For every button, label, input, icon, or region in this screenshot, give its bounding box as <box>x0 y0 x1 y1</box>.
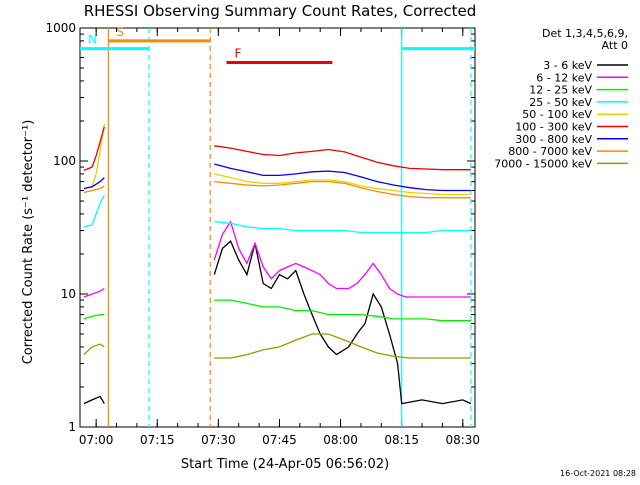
y-tick-label: 10 <box>61 287 76 301</box>
series-line <box>83 313 105 320</box>
legend-entry-label: 300 - 800 keV <box>515 133 592 146</box>
series-line <box>83 185 105 194</box>
series-line <box>214 173 471 196</box>
legend-entry-label: 7000 - 15000 keV <box>494 157 592 170</box>
x-tick-label: 07:15 <box>140 433 175 447</box>
series-line <box>214 180 471 199</box>
flag-label: F <box>235 47 242 61</box>
plot-frame <box>79 27 476 428</box>
series-line <box>83 126 105 172</box>
y-axis-label: Corrected Count Rate (s⁻¹ detector⁻¹) <box>21 120 36 365</box>
legend-entry-label: 3 - 6 keV <box>543 59 592 72</box>
legend-entry-label: 100 - 300 keV <box>515 121 592 134</box>
y-tick-label: 100 <box>53 154 76 168</box>
x-tick-label: 08:15 <box>384 433 419 447</box>
x-tick-label: 08:30 <box>445 433 480 447</box>
chart-title: RHESSI Observing Summary Count Rates, Co… <box>84 2 477 20</box>
legend-header-line-1: Det 1,3,4,5,6,9, <box>542 27 628 40</box>
series-line <box>214 220 471 234</box>
x-tick-label: 07:45 <box>262 433 297 447</box>
series-line <box>214 333 471 359</box>
y-tick-label: 1 <box>68 420 76 434</box>
x-axis-label: Start Time (24-Apr-05 06:56:02) <box>181 457 389 472</box>
series-line <box>214 299 471 322</box>
series-line <box>83 177 105 190</box>
legend-header-line-2: Att 0 <box>602 39 628 52</box>
series-line <box>83 343 105 356</box>
series-line <box>213 240 472 405</box>
legend-entry-label: 6 - 12 keV <box>536 71 592 84</box>
x-tick-label: 07:30 <box>201 433 236 447</box>
series-line <box>83 195 105 228</box>
legend-entry-label: 800 - 7000 keV <box>508 145 592 158</box>
series-line <box>83 395 105 405</box>
series-line <box>214 163 471 192</box>
series-line <box>83 123 105 190</box>
x-tick-label: 08:00 <box>323 433 358 447</box>
footer-timestamp: 16-Oct-2021 08:28 <box>560 469 636 478</box>
series-line <box>83 287 105 298</box>
series-line <box>213 220 471 298</box>
series-line <box>214 145 471 171</box>
legend-entry-label: 50 - 100 keV <box>522 108 592 121</box>
y-tick-label: 1000 <box>45 21 76 35</box>
legend-entry-label: 25 - 50 keV <box>529 96 592 109</box>
flag-label: S <box>116 25 124 39</box>
flag-label: N <box>88 33 97 47</box>
x-tick-label: 07:00 <box>79 433 114 447</box>
legend-entry-label: 12 - 25 keV <box>529 84 592 97</box>
